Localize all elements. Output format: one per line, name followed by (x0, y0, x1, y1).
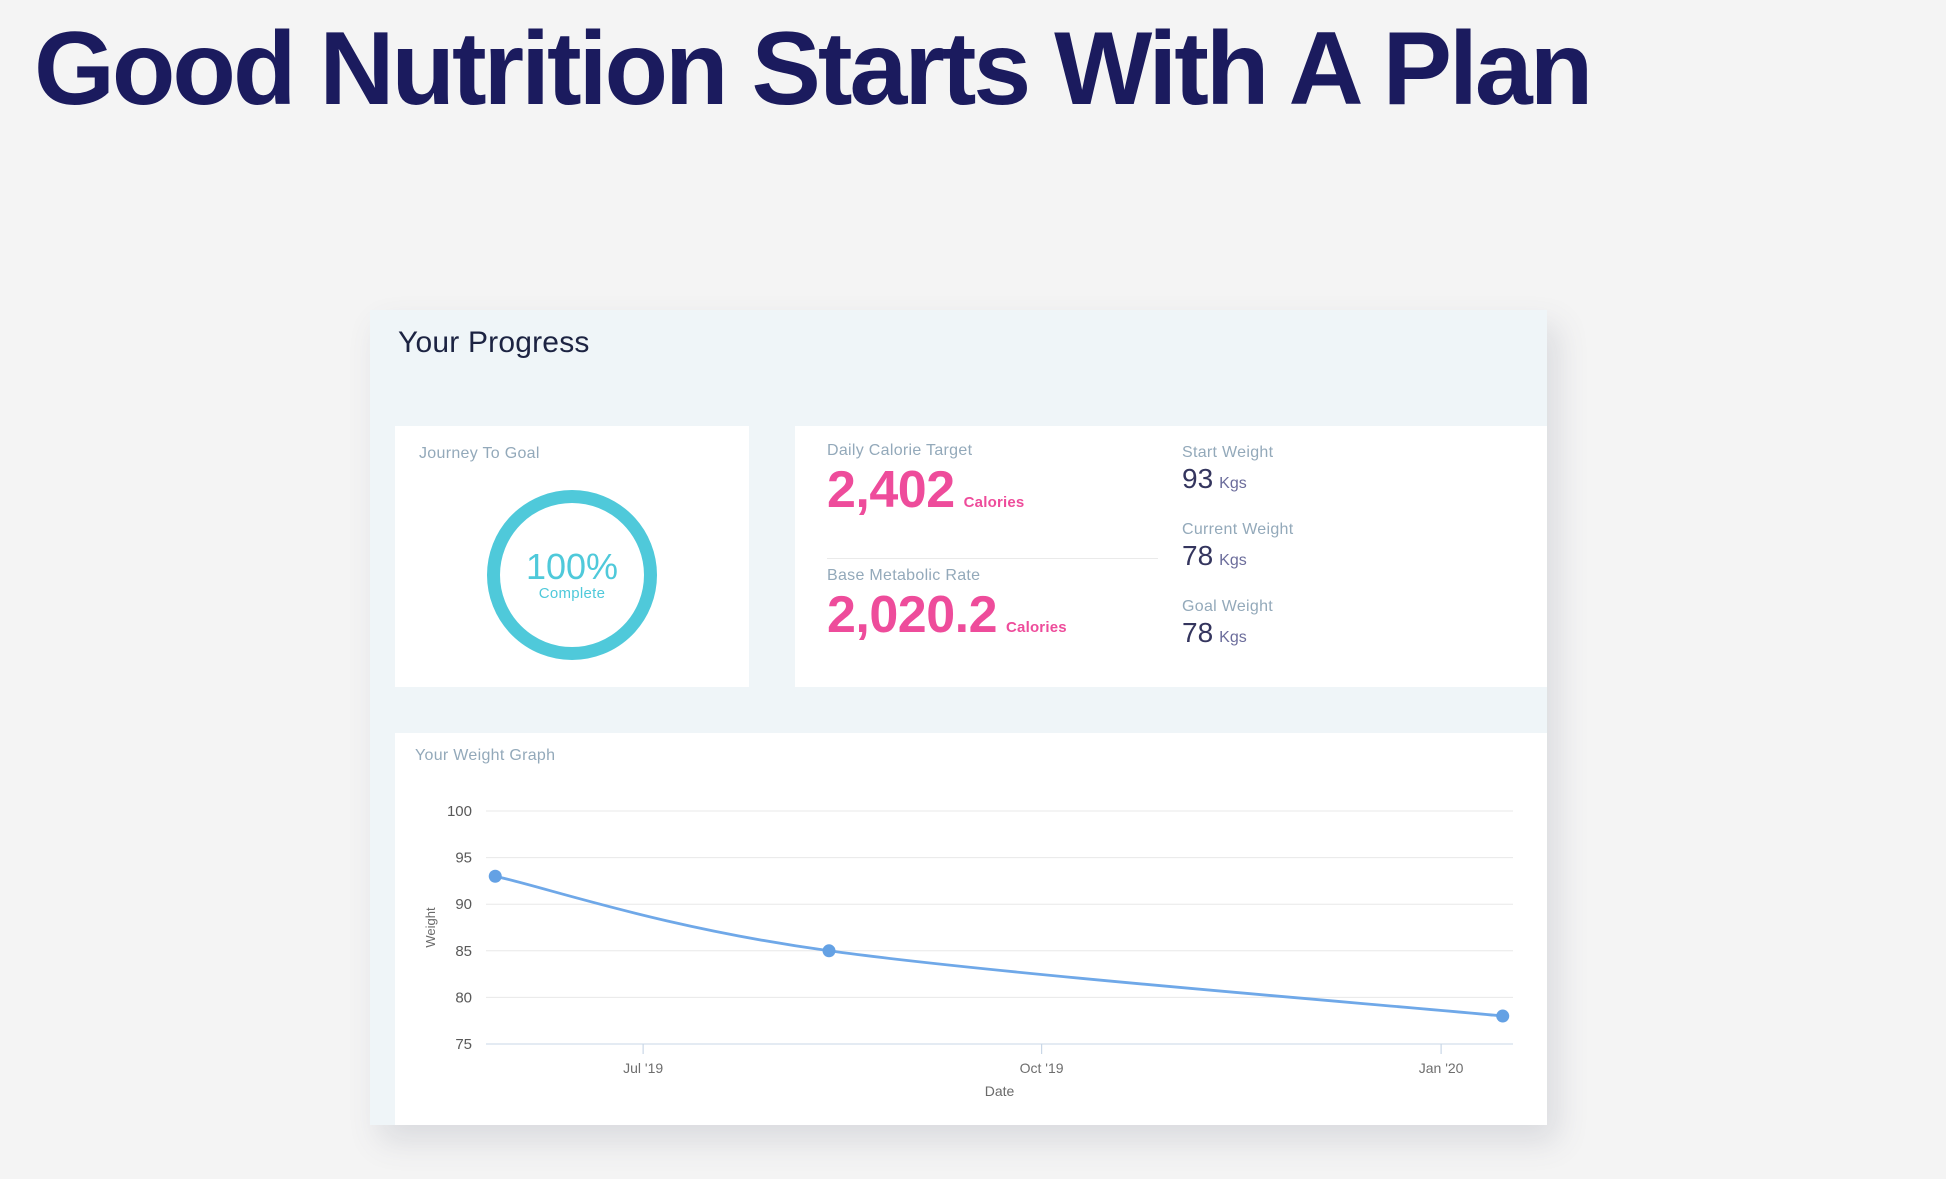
journey-to-goal-card: Journey To Goal 100% Complete (395, 426, 749, 687)
current-weight-value: 78 (1182, 540, 1214, 571)
daily-calorie-target-label: Daily Calorie Target (827, 442, 973, 459)
weight-graph-card: Your Weight Graph 100 95 90 85 80 75 Jul '19 Oc… (395, 733, 1547, 1125)
progress-caption: Complete (538, 585, 606, 603)
journey-to-goal-label: Journey To Goal (419, 445, 540, 462)
svg-text:90: 90 (455, 896, 472, 913)
base-metabolic-rate-label: Base Metabolic Rate (827, 567, 981, 584)
daily-calorie-target-unit: Calories (963, 494, 1025, 511)
svg-text:80: 80 (455, 989, 472, 1006)
goal-weight-stat: Goal Weight 78 Kgs (1182, 598, 1273, 647)
goal-weight-label: Goal Weight (1182, 598, 1274, 615)
svg-text:Jan '20: Jan '20 (1419, 1060, 1464, 1076)
svg-text:Oct '19: Oct '19 (1020, 1060, 1064, 1076)
svg-text:95: 95 (455, 850, 472, 867)
start-weight-value: 93 (1182, 463, 1214, 494)
svg-text:85: 85 (455, 943, 472, 960)
current-weight-label: Current Weight (1182, 521, 1294, 538)
weight-graph-title: Your Weight Graph (415, 747, 556, 764)
daily-calorie-target-value: 2,402 (827, 461, 955, 519)
goal-weight-value: 78 (1182, 617, 1214, 648)
svg-text:Jul '19: Jul '19 (623, 1060, 663, 1076)
page-title: Good Nutrition Starts With A Plan (34, 11, 1593, 127)
svg-text:75: 75 (455, 1036, 472, 1053)
your-progress-panel: Your Progress Journey To Goal 100% Compl… (370, 310, 1547, 1125)
base-metabolic-rate-unit: Calories (1006, 619, 1067, 636)
daily-calorie-target-block: Daily Calorie Target 2,402 Calories (827, 442, 1158, 559)
base-metabolic-rate-block: Base Metabolic Rate 2,020.2 Calories (827, 567, 1158, 644)
current-weight-stat: Current Weight 78 Kgs (1182, 521, 1294, 570)
panel-title: Your Progress (398, 326, 590, 359)
start-weight-label: Start Weight (1182, 444, 1274, 461)
weight-line-chart: 100 95 90 85 80 75 Jul '19 Oct '19 Jan '20 Date We… (423, 803, 1513, 1099)
goal-weight-unit: Kgs (1219, 629, 1247, 646)
start-weight-unit: Kgs (1219, 475, 1247, 492)
svg-text:100: 100 (447, 803, 472, 820)
progress-percent: 100% (525, 545, 619, 587)
base-metabolic-rate-value: 2,020.2 (827, 586, 998, 644)
svg-text:Date: Date (985, 1083, 1015, 1099)
calorie-stats-card: Daily Calorie Target 2,402 Calories Base… (795, 426, 1547, 687)
current-weight-unit: Kgs (1219, 552, 1247, 569)
svg-text:Weight: Weight (423, 907, 438, 948)
progress-ring: 100% Complete (487, 490, 657, 660)
start-weight-stat: Start Weight 93 Kgs (1182, 444, 1273, 493)
